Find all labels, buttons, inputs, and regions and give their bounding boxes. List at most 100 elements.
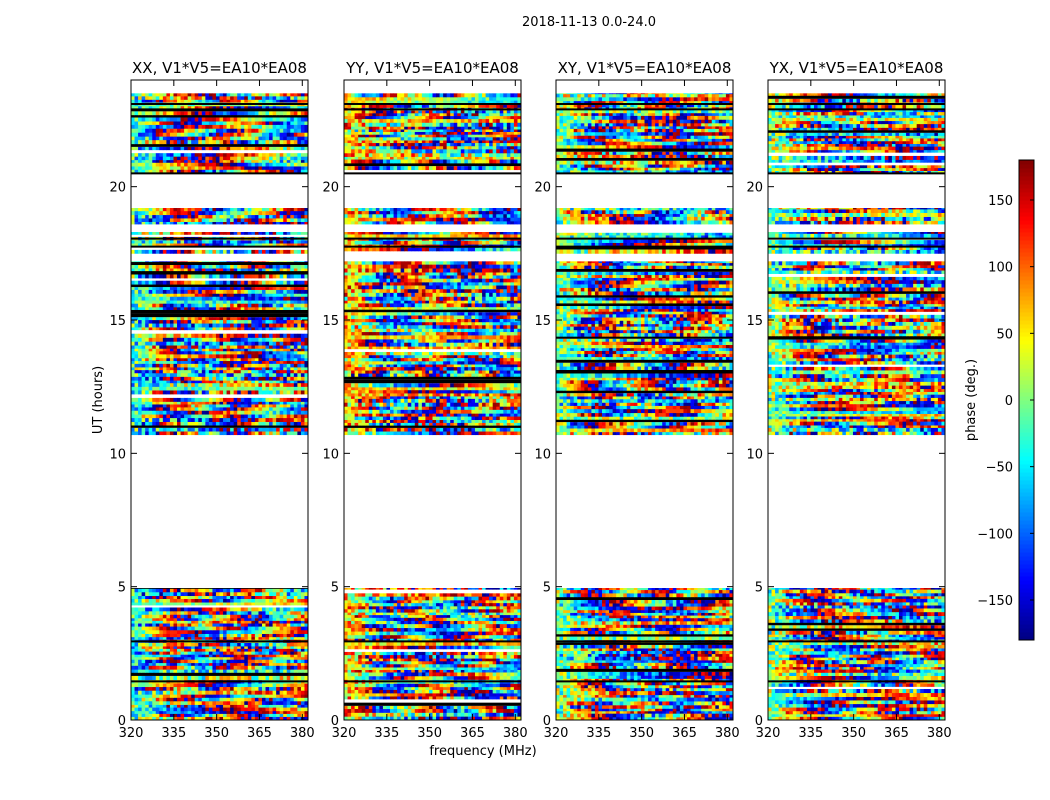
panels-group: XX, V1*V5=EA10*EA08 320 335 350 365 380 0 5 10 15… (109, 59, 951, 741)
y-tick-label: 0 (331, 714, 339, 729)
colorbar-segment (1019, 228, 1034, 233)
x-tick-label: 335 (586, 726, 611, 741)
colorbar-segment (1019, 484, 1034, 489)
colorbar-segment (1019, 436, 1034, 441)
x-tick-label: 380 (927, 726, 952, 741)
colorbar-segment (1019, 260, 1034, 265)
colorbar-segment (1019, 404, 1034, 409)
colorbar-segment (1019, 588, 1034, 593)
x-tick-label: 350 (417, 726, 442, 741)
colorbar-segment (1019, 532, 1034, 537)
colorbar-segment (1019, 472, 1034, 477)
colorbar-segment (1019, 180, 1034, 185)
colorbar-segment (1019, 392, 1034, 397)
colorbar-segment (1019, 504, 1034, 509)
y-tick-label: 10 (534, 447, 551, 462)
colorbar-segment (1019, 164, 1034, 169)
x-tick-label: 350 (841, 726, 866, 741)
colorbar-segment (1019, 284, 1034, 289)
x-tick-label: 320 (544, 726, 569, 741)
colorbar-segment (1019, 220, 1034, 225)
colorbar-segment (1019, 564, 1034, 569)
colorbar-segment (1019, 248, 1034, 253)
colorbar-segment (1019, 240, 1034, 245)
x-tick-label: 335 (798, 726, 823, 741)
x-tick-label: 350 (204, 726, 229, 741)
colorbar-segment (1019, 616, 1034, 621)
colorbar-segment (1019, 320, 1034, 325)
colorbar-segment (1019, 528, 1034, 533)
colorbar-segment (1019, 372, 1034, 377)
x-tick-label: 335 (161, 726, 186, 741)
colorbar-tick-label: −150 (977, 594, 1013, 609)
colorbar-segment (1019, 560, 1034, 565)
y-tick-label: 20 (322, 181, 339, 196)
colorbar-segment (1019, 160, 1034, 165)
panel-3: XY, V1*V5=EA10*EA08 320 335 350 365 380 0 5 10 15… (534, 59, 739, 741)
colorbar-segment (1019, 612, 1034, 617)
colorbar-segment (1019, 244, 1034, 249)
colorbar-segment (1019, 468, 1034, 473)
colorbar-segment (1019, 332, 1034, 337)
colorbar-tick-label: 50 (996, 327, 1013, 342)
y-tick-label: 5 (543, 581, 551, 596)
colorbar-segment (1019, 212, 1034, 217)
colorbar-segment (1019, 388, 1034, 393)
colorbar-segment (1019, 420, 1034, 425)
colorbar-segment (1019, 592, 1034, 597)
colorbar-segment (1019, 452, 1034, 457)
colorbar-segment (1019, 524, 1034, 529)
colorbar-segment (1019, 480, 1034, 485)
colorbar-segment (1019, 296, 1034, 301)
colorbar-segment (1019, 368, 1034, 373)
colorbar-segment (1019, 340, 1034, 345)
y-tick-label: 20 (746, 181, 763, 196)
colorbar-segment (1019, 312, 1034, 317)
colorbar-segment (1019, 276, 1034, 281)
colorbar-segment (1019, 356, 1034, 361)
colorbar-segment (1019, 448, 1034, 453)
colorbar-segment (1019, 384, 1034, 389)
phase-image (131, 93, 308, 720)
colorbar-tick-label: 100 (988, 261, 1013, 276)
colorbar-segment (1019, 364, 1034, 369)
colorbar-segment (1019, 304, 1034, 309)
phase-image (556, 93, 733, 720)
y-tick-label: 20 (534, 181, 551, 196)
x-tick-label: 335 (374, 726, 399, 741)
panel-2: YY, V1*V5=EA10*EA08 320 335 350 365 380 0 5 10 15… (322, 59, 527, 741)
panel-4: YX, V1*V5=EA10*EA08 320 335 350 365 380 0 5 10 15… (746, 59, 951, 741)
colorbar-tick-label: −100 (977, 527, 1013, 542)
colorbar-segment (1019, 476, 1034, 481)
colorbar-segment (1019, 224, 1034, 229)
colorbar-segment (1019, 252, 1034, 257)
colorbar-segment (1019, 624, 1034, 629)
colorbar-segment (1019, 232, 1034, 237)
colorbar-segment (1019, 192, 1034, 197)
x-tick-label: 365 (460, 726, 485, 741)
colorbar-segment (1019, 608, 1034, 613)
colorbar-segment (1019, 488, 1034, 493)
colorbar-segment (1019, 544, 1034, 549)
colorbar-segment (1019, 460, 1034, 465)
panel-title: XY, V1*V5=EA10*EA08 (558, 59, 732, 77)
x-axis-label: frequency (MHz) (429, 744, 536, 759)
x-tick-label: 365 (247, 726, 272, 741)
y-tick-label: 10 (322, 447, 339, 462)
y-tick-label: 0 (118, 714, 126, 729)
colorbar-segment (1019, 416, 1034, 421)
colorbar-segment (1019, 432, 1034, 437)
colorbar-segment (1019, 328, 1034, 333)
colorbar-segment (1019, 316, 1034, 321)
colorbar-segment (1019, 492, 1034, 497)
panel-frame (555, 79, 734, 721)
colorbar-segment (1019, 216, 1034, 221)
colorbar-tick-label: 150 (988, 194, 1013, 209)
colorbar-segment (1019, 500, 1034, 505)
colorbar-segment (1019, 360, 1034, 365)
x-tick-label: 365 (672, 726, 697, 741)
colorbar-segment (1019, 200, 1034, 205)
x-tick-label: 380 (503, 726, 528, 741)
x-tick-label: 365 (884, 726, 909, 741)
